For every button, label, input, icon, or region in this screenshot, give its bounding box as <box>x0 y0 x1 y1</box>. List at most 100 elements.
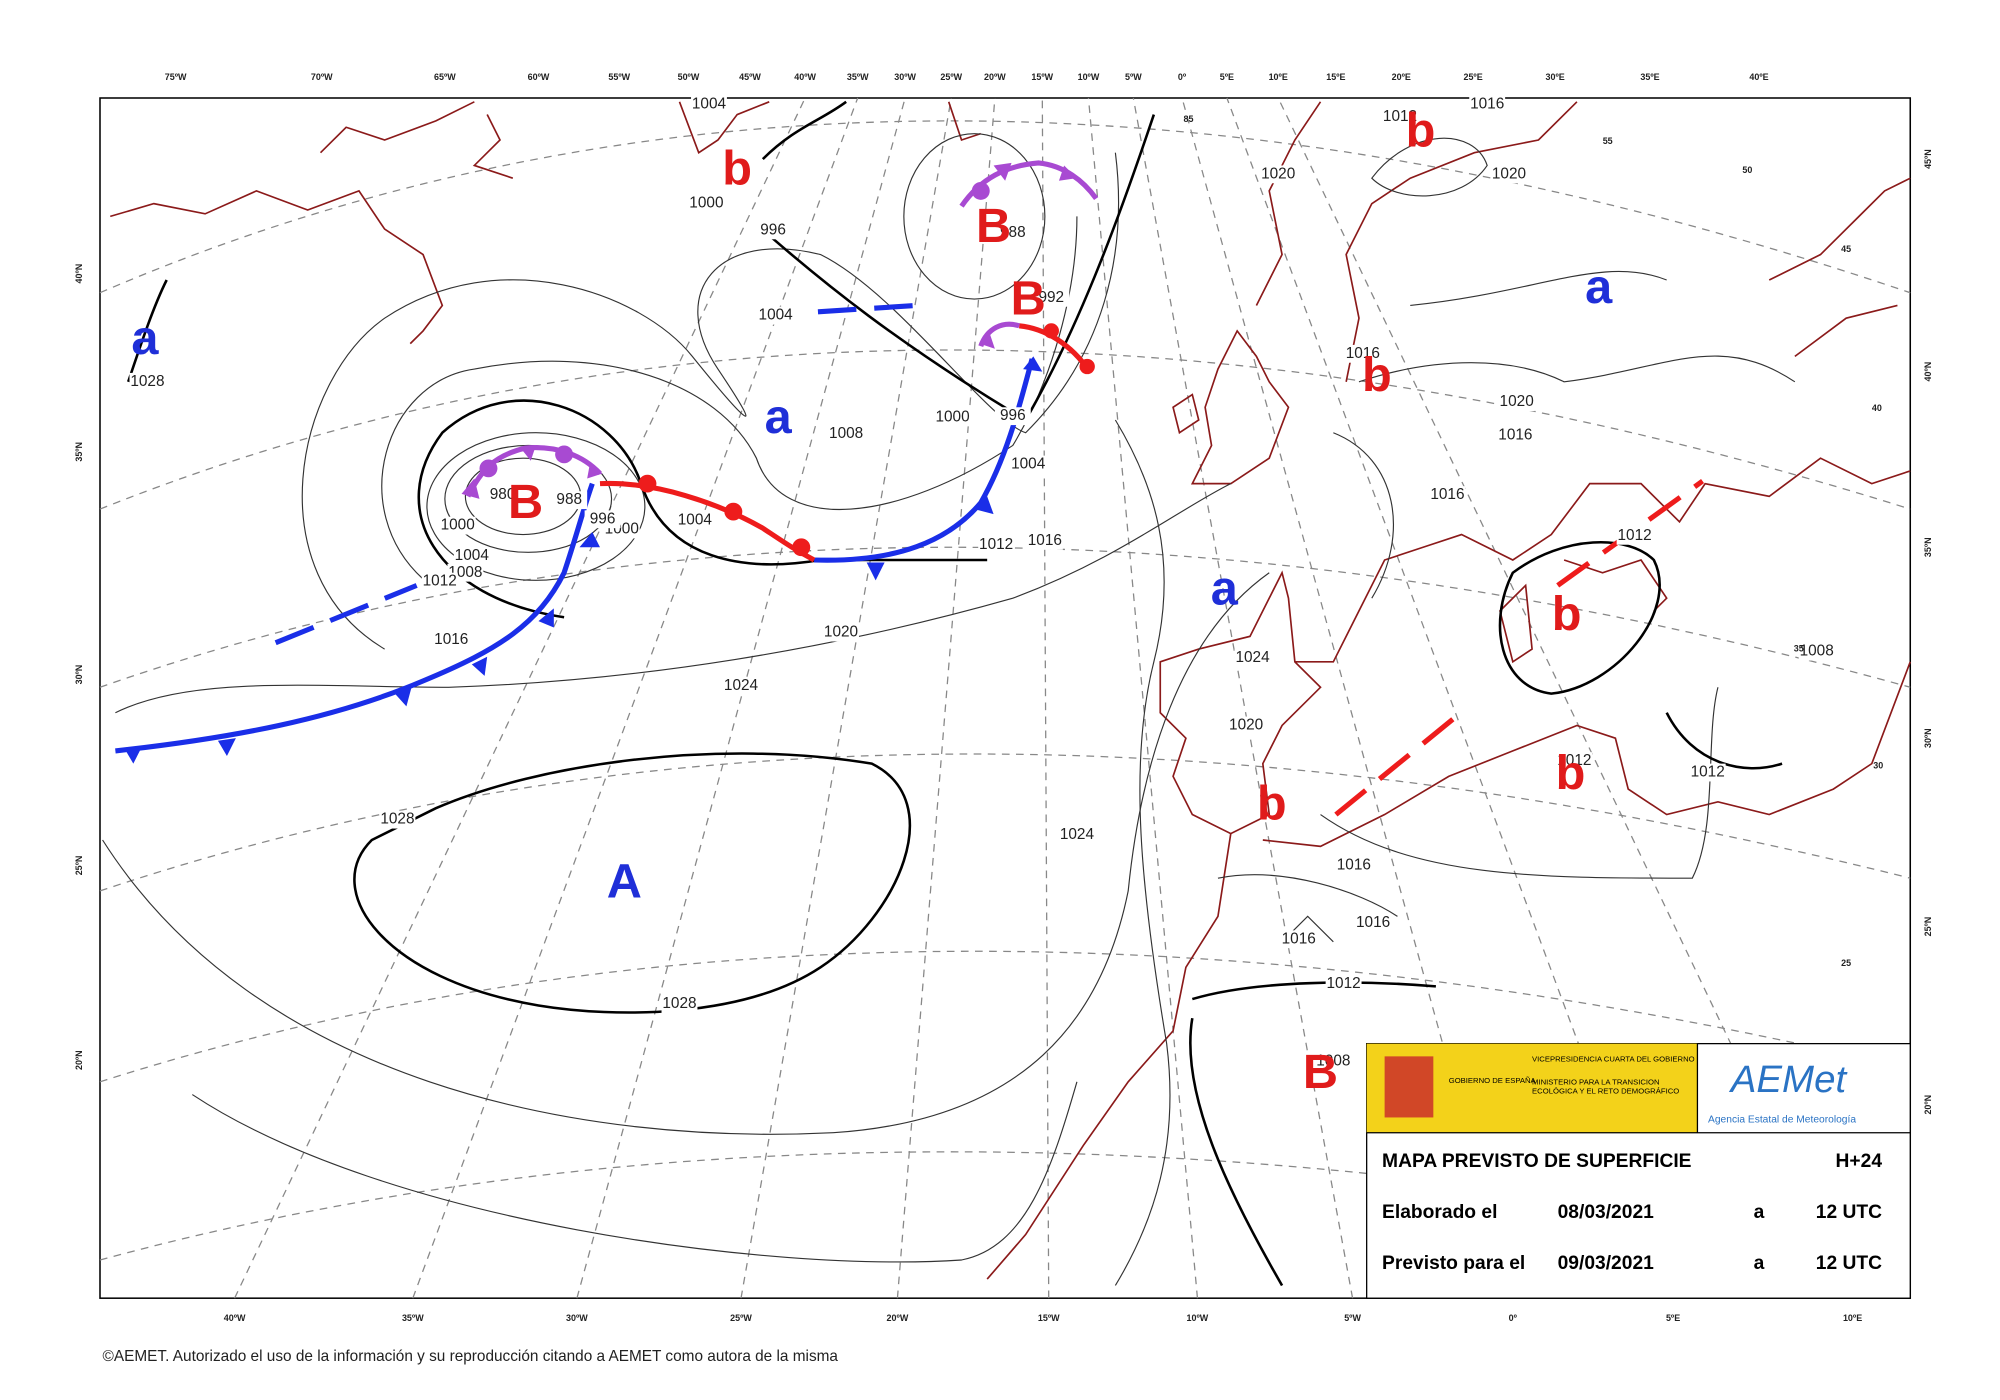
vice-text: VICEPRESIDENCIA CUARTA DEL GOBIERNO <box>1532 1054 1695 1063</box>
isobar-label: 1004 <box>692 95 727 112</box>
top-longitude-label: 45ºW <box>739 72 761 82</box>
isobar-label: 1004 <box>759 307 794 324</box>
isobar-label-bg <box>439 516 476 535</box>
isobar-label: 1012 <box>979 536 1013 553</box>
ministry-wrap: MINISTERIO PARA LA TRANSICIÓN ECOLÓGICA … <box>1532 1079 1680 1096</box>
isobar-label-bg <box>934 408 971 427</box>
bottom-longitude-label: 0º <box>1509 1313 1518 1323</box>
isobar-label: 1012 <box>1557 752 1591 769</box>
pressure-center: B <box>976 199 1011 253</box>
right-latitude-label: 35ºN <box>1923 537 1933 557</box>
isobar-label-bg <box>1355 913 1392 932</box>
isobar-label-bg <box>1228 716 1265 735</box>
isobar-label-bg <box>1058 826 1095 844</box>
coastline <box>1172 329 1290 485</box>
isobar-label-bg <box>379 810 416 829</box>
top-longitude-label: 25ºE <box>1463 72 1482 82</box>
info-cell: Previsto para el <box>1382 1253 1525 1274</box>
isobar-label: 1024 <box>724 677 759 694</box>
info-cell: MAPA PREVISTO DE SUPERFICIE <box>1382 1151 1692 1172</box>
bottom-longitude-label: 10ºE <box>1843 1313 1862 1323</box>
info-cell: a <box>1754 1253 1765 1274</box>
top-longitude-label: 30ºE <box>1546 72 1565 82</box>
parallel <box>99 349 1911 510</box>
isobar-label: 980 <box>490 486 516 503</box>
bottom-longitude-label: 25ºW <box>730 1313 752 1323</box>
bottom-longitude-label: 30ºW <box>566 1313 588 1323</box>
isobar-label-bg <box>484 486 521 504</box>
isobar-label: 1020 <box>1492 165 1526 182</box>
front-symbols <box>124 356 1043 764</box>
meridian <box>1132 97 1354 1299</box>
isobar-label-bg <box>1798 642 1835 661</box>
coastline <box>1768 177 1911 358</box>
top-longitude-label: 60ºW <box>528 72 550 82</box>
pressure-center: a <box>1211 562 1239 616</box>
isobar-label: 1008 <box>829 425 863 442</box>
meridian <box>1181 97 1514 1299</box>
isobar-label-bg <box>1026 532 1063 550</box>
left-latitude-label: 25ºN <box>74 856 84 876</box>
top-longitude-label: 35ºW <box>847 72 869 82</box>
left-latitude-label: 35ºN <box>74 442 84 462</box>
isobar-label-bg <box>823 623 859 642</box>
left-latitude-label: 20ºN <box>74 1050 84 1070</box>
left-latitude-label: 30ºN <box>74 665 84 685</box>
isobar-label-bg <box>994 224 1031 242</box>
top-longitude-label: 15ºE <box>1326 72 1345 82</box>
isobar <box>102 572 1270 1135</box>
isobar-label: 1000 <box>441 517 475 534</box>
isobar-label-bg <box>453 547 490 566</box>
coastline <box>986 661 1912 1280</box>
info-cell: Elaborado el <box>1382 1202 1497 1223</box>
isobar-label-bg <box>757 306 794 325</box>
isobar <box>191 1081 1078 1263</box>
right-latitude-label: 45ºN <box>1923 149 1933 169</box>
grid-value-label: 40 <box>1872 403 1882 413</box>
top-longitude-label: 5ºW <box>1125 72 1142 82</box>
info-cell: a <box>1754 1202 1765 1223</box>
top-longitude-label: 55ºW <box>608 72 630 82</box>
isobar <box>1333 137 1796 599</box>
top-longitude-label: 10ºW <box>1078 72 1100 82</box>
right-latitude-label: 20ºN <box>1923 1095 1933 1115</box>
isobar-label-bg <box>978 535 1015 554</box>
isobar-label-bg <box>676 511 713 530</box>
aemet-logo: AEMet <box>1729 1058 1848 1101</box>
labels: 75ºW 70ºW 65ºW 60ºW 55ºW 50ºW 45ºW 40ºW 35ºW 30ºW… <box>74 72 1933 1323</box>
isobar-label-bg <box>129 372 166 391</box>
isobar-label: 1028 <box>380 811 414 828</box>
front-symbols <box>461 162 1077 499</box>
ministry-text: MINISTERIO PARA LA TRANSICIÓN ECOLÓGICA … <box>1532 1079 1680 1096</box>
isobar-label: 1016 <box>1346 345 1380 362</box>
top-longitude-label: 25ºW <box>940 72 962 82</box>
isobar-label-bg <box>1491 165 1527 184</box>
trough <box>274 583 418 646</box>
isobar-label-bg <box>1498 393 1535 412</box>
isobar <box>1189 981 1437 1287</box>
isobar-label-bg <box>1280 930 1317 949</box>
isobar-label: 1020 <box>1261 165 1295 182</box>
coastline <box>1159 570 1322 835</box>
isobar-label-bg <box>1315 1052 1352 1071</box>
isobar-label: 988 <box>1000 224 1026 241</box>
isobar <box>1114 419 1171 1286</box>
isobar-label: 996 <box>590 510 616 527</box>
grid-value-label: 25 <box>1841 958 1851 968</box>
parallel <box>99 120 1911 294</box>
isobar-label-bg <box>1556 752 1593 770</box>
isobar-label: 1016 <box>434 631 468 648</box>
meridian <box>1087 97 1199 1299</box>
isobar-label: 1004 <box>455 547 490 564</box>
pressure-center: B <box>1011 272 1046 326</box>
meridian <box>234 97 806 1299</box>
info-box: GOBIERNO DE ESPAÑA VICEPRESIDENCIA CUART… <box>1366 1043 1911 1299</box>
isobar-label-bg <box>755 221 792 240</box>
isobar-label: 996 <box>1000 407 1026 424</box>
isobar-label: 1016 <box>1337 857 1371 874</box>
isobar-label-bg <box>584 510 621 529</box>
pressure-center: b <box>1556 746 1586 800</box>
coastline <box>678 101 982 154</box>
pressure-center: b <box>1362 348 1392 402</box>
